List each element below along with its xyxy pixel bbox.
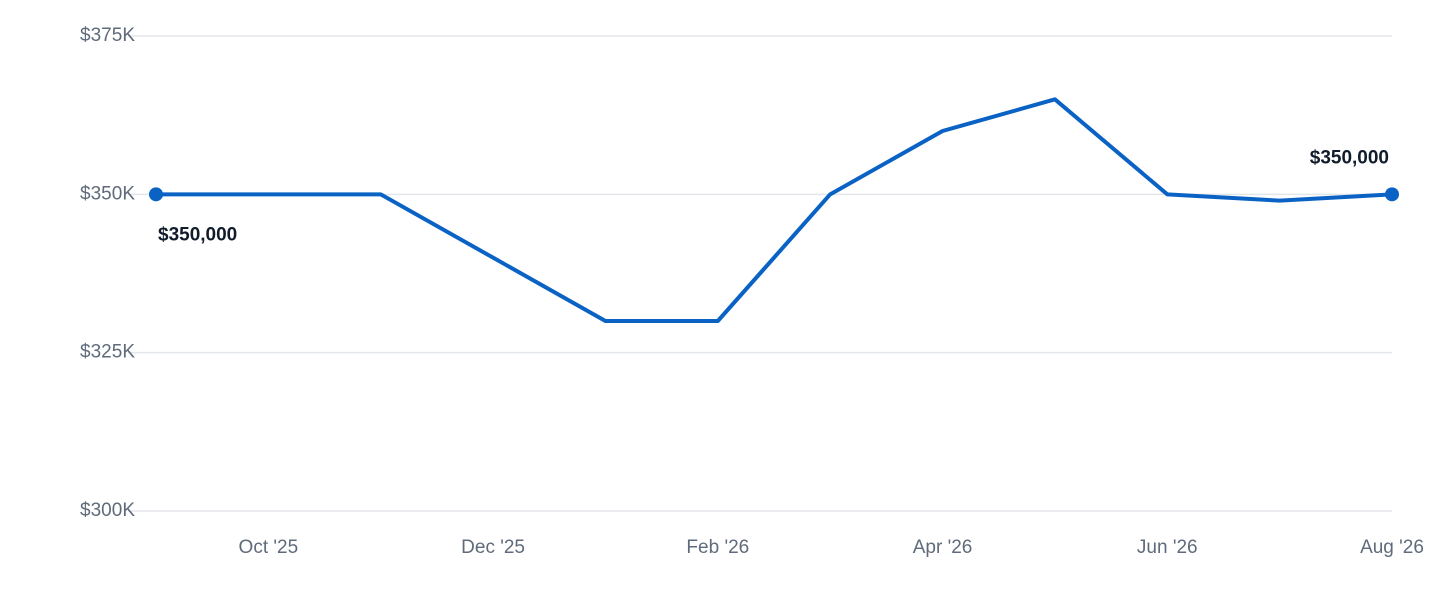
value-label: $350,000 bbox=[158, 224, 237, 245]
x-tick-label: Apr '26 bbox=[913, 537, 973, 558]
value-label: $350,000 bbox=[1310, 147, 1389, 168]
x-tick-label: Jun '26 bbox=[1137, 537, 1198, 558]
y-tick-label: $350K bbox=[80, 183, 135, 204]
x-tick-label: Dec '25 bbox=[461, 537, 525, 558]
x-tick-label: Feb '26 bbox=[686, 537, 749, 558]
y-tick-label: $300K bbox=[80, 500, 135, 521]
point-marker bbox=[1385, 187, 1399, 202]
y-tick-label: $325K bbox=[80, 342, 135, 363]
x-tick-label: Aug '26 bbox=[1360, 537, 1424, 558]
line bbox=[156, 97, 1393, 323]
point-marker bbox=[149, 187, 163, 202]
x-tick-label: Oct '25 bbox=[239, 537, 299, 558]
y-tick-label: $375K bbox=[80, 25, 135, 46]
